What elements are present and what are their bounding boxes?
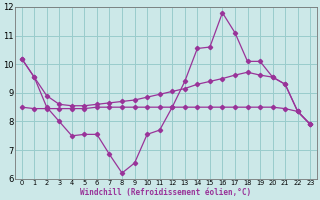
X-axis label: Windchill (Refroidissement éolien,°C): Windchill (Refroidissement éolien,°C) bbox=[80, 188, 252, 197]
